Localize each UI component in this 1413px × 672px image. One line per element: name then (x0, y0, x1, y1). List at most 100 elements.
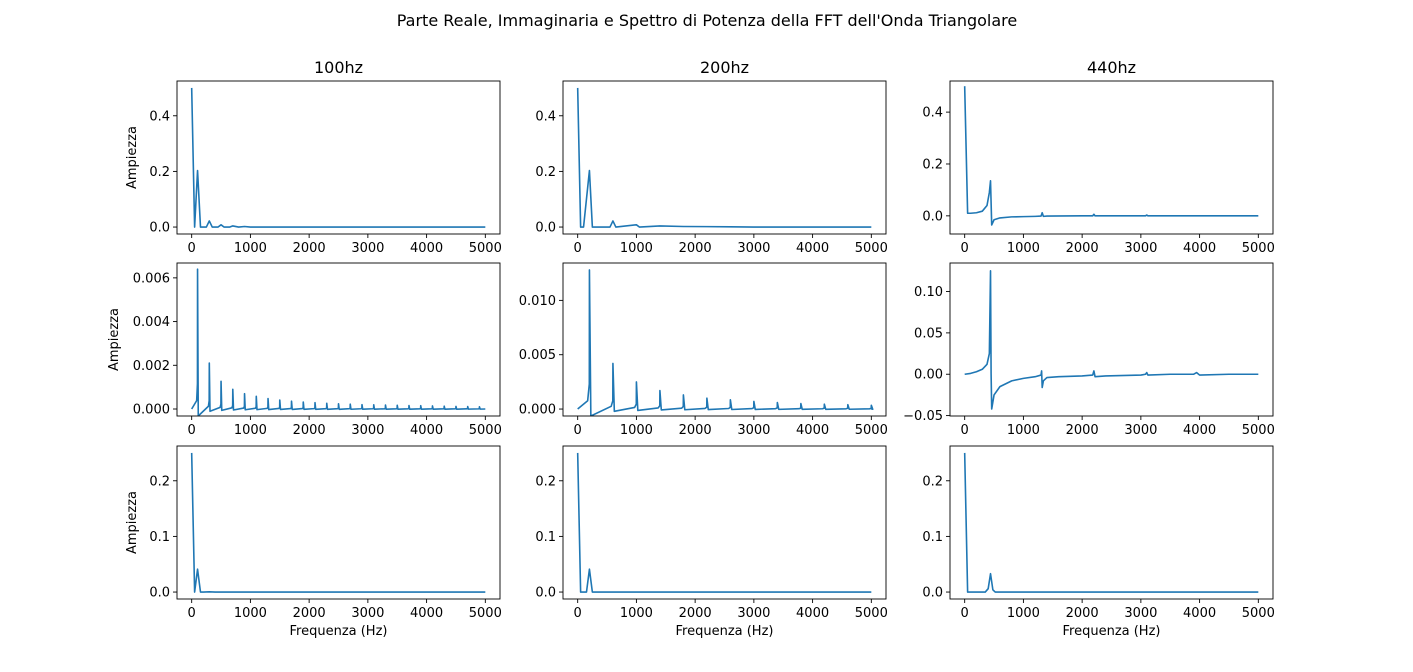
x-tick-label: 2000 (679, 606, 712, 621)
x-tick-label: 5000 (469, 423, 502, 438)
subplot-2-2: 0 1000 2000 3000 4000 5000 0.000 0.005 0.010 (519, 262, 888, 438)
x-tick-label: 0 (961, 423, 969, 438)
x-tick-label: 3000 (351, 423, 384, 438)
axes-frame (176, 262, 501, 417)
x-tick-label: 2000 (679, 423, 712, 438)
y-tick-label: 0.1 (922, 530, 943, 545)
x-tick-label: 4000 (410, 241, 443, 256)
x-tick-label: 4000 (1183, 241, 1216, 256)
x-tick-label: 1000 (234, 423, 267, 438)
y-tick-label: 0.0 (149, 586, 170, 601)
x-tick-label: 1000 (620, 423, 653, 438)
x-tick-label: 5000 (855, 241, 888, 256)
x-tick-label: 5000 (1242, 241, 1275, 256)
subplot-title: 100hz (314, 58, 363, 77)
x-tick-label: 3000 (351, 241, 384, 256)
y-tick-label: 0.000 (519, 403, 556, 418)
y-axis-label: Ampiezza (107, 308, 122, 371)
x-tick-label: 1000 (234, 606, 267, 621)
x-tick-label: 5000 (855, 423, 888, 438)
x-tick-label: 0 (961, 606, 969, 621)
axes-frame (562, 262, 887, 417)
y-tick-label: 0.2 (149, 474, 170, 489)
axes-frame (949, 262, 1274, 417)
x-tick-label: 4000 (796, 423, 829, 438)
subplot-1-1: 0 1000 2000 3000 4000 5000 0.0 0.2 0.4 100hz Ampie… (125, 58, 502, 256)
y-tick-label: 0.2 (535, 474, 556, 489)
x-tick-label: 2000 (293, 241, 326, 256)
series-line (577, 269, 874, 416)
x-axis-label: Frequenza (Hz) (290, 624, 388, 639)
axes-frame (562, 80, 887, 235)
x-tick-label: 0 (574, 606, 582, 621)
x-tick-label: 1000 (1007, 606, 1040, 621)
x-tick-label: 1000 (1007, 241, 1040, 256)
x-tick-label: 0 (188, 241, 196, 256)
subplot-2-3: 0 1000 2000 3000 4000 5000 −0.05 0.00 0.05 0.10 (903, 262, 1275, 438)
y-tick-label: 0.0 (535, 221, 556, 236)
x-tick-label: 0 (961, 241, 969, 256)
x-tick-label: 2000 (1066, 241, 1099, 256)
y-tick-label: 0.010 (519, 294, 556, 309)
y-tick-label: 0.4 (149, 109, 170, 124)
y-tick-label: 0.005 (519, 348, 556, 363)
y-tick-label: 0.2 (149, 165, 170, 180)
y-tick-label: 0.0 (535, 586, 556, 601)
y-tick-label: 0.0 (922, 209, 943, 224)
x-tick-label: 5000 (855, 606, 888, 621)
x-tick-label: 2000 (293, 606, 326, 621)
x-tick-label: 5000 (1242, 606, 1275, 621)
y-tick-label: 0.006 (133, 271, 170, 286)
series-line (964, 270, 1259, 410)
x-tick-label: 5000 (469, 241, 502, 256)
subplot-title: 440hz (1087, 58, 1136, 77)
x-tick-label: 2000 (1066, 606, 1099, 621)
x-tick-label: 3000 (1124, 423, 1157, 438)
x-tick-label: 4000 (410, 423, 443, 438)
subplot-title: 200hz (700, 58, 749, 77)
x-tick-label: 2000 (679, 241, 712, 256)
subplot-3-3: 0 1000 2000 3000 4000 5000 0.0 0.1 0.2 Frequenza … (922, 445, 1275, 639)
x-axis-label: Frequenza (Hz) (1063, 624, 1161, 639)
subplot-1-3: 0 1000 2000 3000 4000 5000 0.0 0.2 0.4 440hz (922, 58, 1275, 256)
subplot-1-2: 0 1000 2000 3000 4000 5000 0.0 0.2 0.4 200hz (535, 58, 888, 256)
series-line (963, 452, 1259, 593)
series-line (576, 87, 872, 228)
subplot-3-1: 0 1000 2000 3000 4000 5000 0.0 0.1 0.2 Frequenza … (125, 445, 502, 639)
x-tick-label: 4000 (1183, 423, 1216, 438)
x-tick-label: 5000 (1242, 423, 1275, 438)
y-axis-label: Ampiezza (125, 126, 140, 189)
series-line (190, 268, 486, 416)
y-tick-label: 0.10 (914, 285, 943, 300)
x-tick-label: 0 (188, 423, 196, 438)
y-tick-label: 0.4 (535, 109, 556, 124)
x-tick-label: 3000 (737, 241, 770, 256)
y-tick-label: 0.002 (133, 359, 170, 374)
x-tick-label: 4000 (1183, 606, 1216, 621)
x-tick-label: 3000 (737, 423, 770, 438)
x-tick-label: 2000 (293, 423, 326, 438)
y-tick-label: 0.2 (922, 474, 943, 489)
y-tick-label: 0.2 (922, 157, 943, 172)
x-tick-label: 1000 (1007, 423, 1040, 438)
x-axis-label: Frequenza (Hz) (676, 624, 774, 639)
x-tick-label: 3000 (737, 606, 770, 621)
x-tick-label: 1000 (620, 606, 653, 621)
x-tick-label: 0 (574, 423, 582, 438)
subplot-3-2: 0 1000 2000 3000 4000 5000 0.0 0.1 0.2 Frequenza … (535, 445, 888, 639)
subplot-2-1: 0 1000 2000 3000 4000 5000 0.000 0.002 0.004 0.00… (107, 262, 502, 438)
x-tick-label: 0 (188, 606, 196, 621)
y-tick-label: 0.1 (149, 530, 170, 545)
axes-frame (949, 80, 1274, 235)
x-tick-label: 3000 (351, 606, 384, 621)
y-tick-label: −0.05 (903, 409, 943, 424)
y-tick-label: 0.0 (922, 586, 943, 601)
y-tick-label: 0.1 (535, 530, 556, 545)
series-line (576, 452, 872, 593)
y-axis-label: Ampiezza (125, 491, 140, 554)
y-tick-label: 0.05 (914, 326, 943, 341)
x-tick-label: 0 (574, 241, 582, 256)
axes-frame (949, 445, 1274, 600)
series-line (190, 452, 486, 593)
figure-suptitle: Parte Reale, Immaginaria e Spettro di Po… (397, 11, 1018, 30)
